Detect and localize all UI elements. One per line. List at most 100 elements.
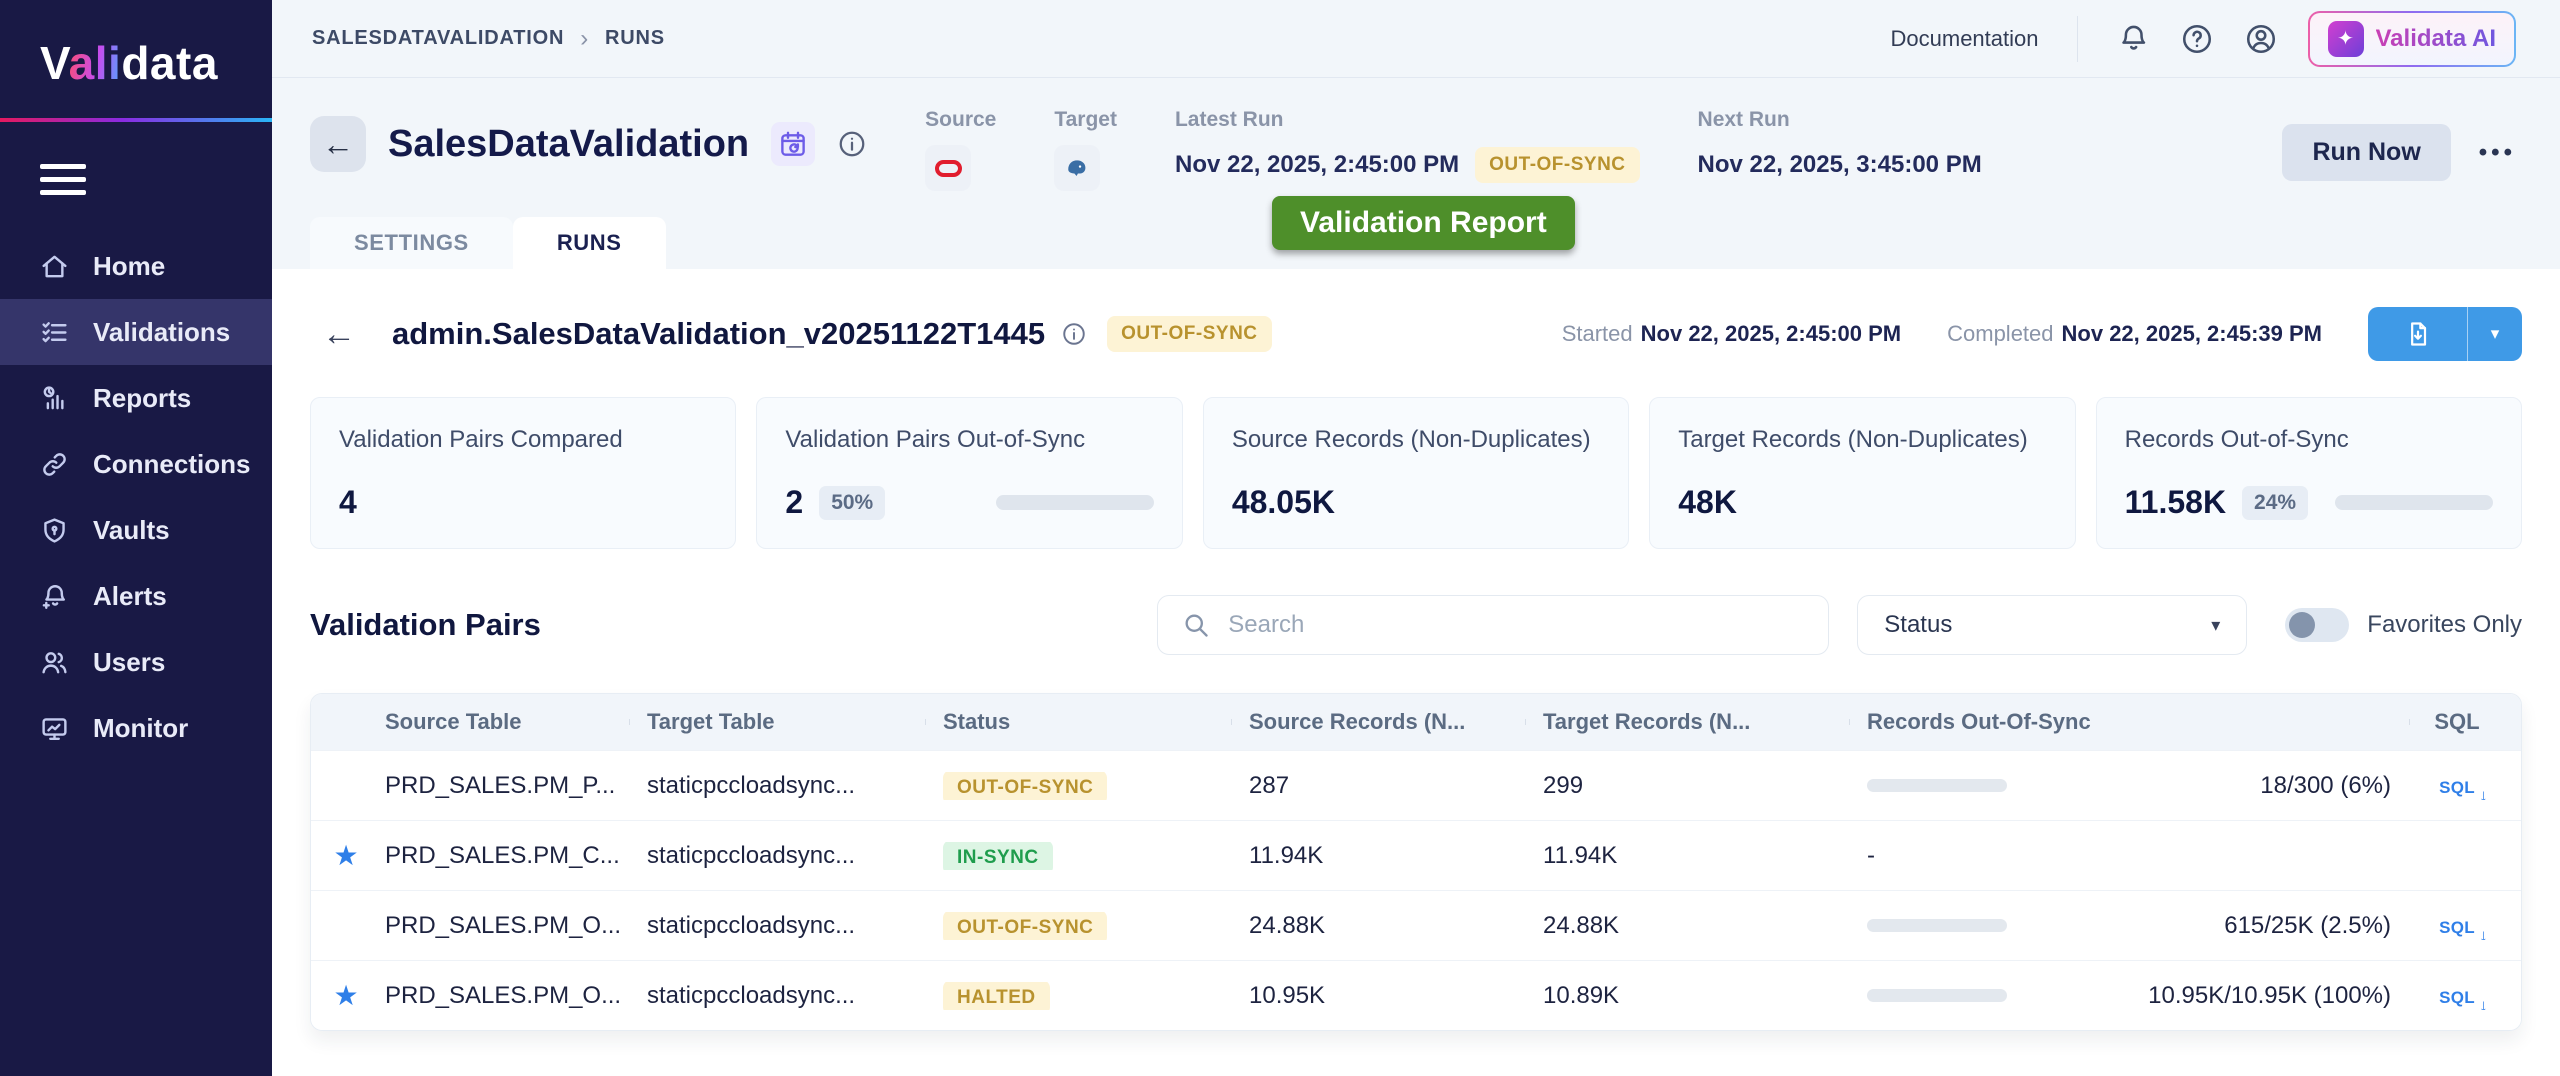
section-title: Validation Pairs [310, 607, 541, 642]
run-now-button[interactable]: Run Now [2282, 124, 2451, 181]
next-run-value: Nov 22, 2025, 3:45:00 PM [1697, 151, 1982, 178]
back-arrow-icon: ← [322, 125, 354, 162]
run-header: ← admin.SalesDataValidation_v20251122T14… [310, 269, 2522, 361]
target-table-cell: staticpccloadsync... [647, 771, 856, 799]
source-table-cell: PRD_SALES.PM_P... [385, 771, 616, 799]
latest-run-meta: Latest Run Nov 22, 2025, 2:45:00 PM OUT-… [1175, 108, 1640, 183]
next-run-label: Next Run [1697, 108, 1790, 131]
sidebar-item-vaults[interactable]: Vaults [0, 497, 272, 563]
file-download-icon[interactable] [2368, 307, 2468, 361]
chevron-right-icon: › [580, 24, 590, 52]
sidebar-item-label: Connections [93, 448, 251, 479]
chevron-down-icon: ▾ [2211, 614, 2221, 635]
tab-runs[interactable]: RUNS [512, 217, 666, 269]
connections-icon [43, 452, 66, 476]
sidebar-item-home[interactable]: Home [0, 233, 272, 299]
sidebar-nav: Home Validations Reports Connections Vau… [0, 233, 272, 761]
help-icon[interactable] [2180, 22, 2214, 56]
sql-download-icon[interactable]: SQL ↓ [2439, 917, 2488, 940]
logo-suffix: data [121, 37, 218, 89]
vaults-icon [44, 517, 65, 543]
postgres-target-icon[interactable] [1054, 145, 1101, 191]
search-box[interactable] [1157, 595, 1830, 655]
stat-card-pairs-out-of-sync: Validation Pairs Out-of-Sync 2 50% [756, 397, 1183, 549]
schedule-calendar-icon[interactable] [771, 122, 816, 166]
status-badge: IN-SYNC [943, 841, 1053, 870]
col-source-records[interactable]: Source Records (N... [1231, 709, 1525, 735]
sidebar-item-label: Vaults [93, 514, 170, 545]
out-of-sync-progress-bar [1867, 989, 2007, 1002]
monitor-icon [42, 717, 67, 740]
favorite-star-icon[interactable]: ★ [333, 840, 359, 871]
sidebar-item-monitor[interactable]: Monitor [0, 695, 272, 761]
stat-card-records-out-of-sync: Records Out-of-Sync 11.58K 24% [2095, 397, 2523, 549]
account-icon[interactable] [2244, 22, 2278, 56]
records-out-of-sync-cell: 18/300 (6%) [1849, 772, 2409, 800]
favorites-only-toggle[interactable] [2285, 608, 2350, 642]
source-label: Source [925, 108, 997, 131]
percent-pill: 50% [819, 485, 886, 520]
oracle-source-icon[interactable] [925, 145, 972, 191]
latest-run-label: Latest Run [1174, 108, 1284, 131]
breadcrumb-item-validation[interactable]: SALESDATAVALIDATION [312, 27, 565, 49]
users-icon [42, 651, 67, 673]
sql-download-icon[interactable]: SQL ↓ [2439, 987, 2488, 1010]
col-target-table[interactable]: Target Table [629, 709, 925, 735]
out-of-sync-progress-bar [1867, 919, 2007, 932]
run-info-icon[interactable] [1061, 321, 1087, 347]
runs-panel: ← admin.SalesDataValidation_v20251122T14… [272, 269, 2560, 1076]
more-options-icon[interactable]: ••• [2478, 138, 2516, 166]
favorite-star-icon[interactable]: ★ [333, 980, 359, 1011]
back-button[interactable]: ← [310, 116, 366, 172]
target-meta: Target [1054, 108, 1117, 191]
latest-run-value: Nov 22, 2025, 2:45:00 PM [1174, 151, 1460, 178]
validation-report-annotation: Validation Report [1272, 196, 1575, 250]
hamburger-menu-icon[interactable] [40, 164, 88, 195]
next-run-meta: Next Run Nov 22, 2025, 3:45:00 PM [1698, 108, 1982, 179]
home-icon [42, 255, 67, 277]
status-filter-dropdown[interactable]: Status ▾ [1857, 595, 2248, 655]
sidebar-item-validations[interactable]: Validations [0, 299, 272, 365]
percent-pill: 24% [2242, 485, 2309, 520]
target-table-cell: staticpccloadsync... [647, 981, 856, 1009]
sql-download-icon[interactable]: SQL ↓ [2439, 777, 2488, 800]
records-out-of-sync-cell: - [1867, 841, 1875, 869]
validation-pairs-table: Source Table Target Table Status Source … [310, 693, 2522, 1031]
target-table-cell: staticpccloadsync... [647, 911, 856, 939]
sidebar-item-label: Users [93, 646, 166, 677]
col-target-records[interactable]: Target Records (N... [1525, 709, 1849, 735]
col-sql[interactable]: SQL [2409, 709, 2505, 735]
run-header-right: Started Nov 22, 2025, 2:45:00 PM Complete… [1562, 307, 2522, 361]
target-label: Target [1054, 108, 1117, 131]
notifications-bell-icon[interactable] [2116, 22, 2150, 56]
sidebar-item-label: Monitor [93, 712, 189, 743]
col-status[interactable]: Status [925, 709, 1231, 735]
validata-ai-button[interactable]: ✦ Validata AI [2308, 11, 2517, 67]
table-header: Source Table Target Table Status Source … [311, 694, 2521, 750]
source-meta: Source [925, 108, 996, 191]
table-row[interactable]: ★ PRD_SALES.PM_P... staticpccloadsync...… [311, 750, 2521, 820]
sidebar-item-label: Validations [93, 316, 231, 347]
export-dropdown-caret-icon[interactable]: ▾ [2490, 324, 2500, 343]
sidebar-item-connections[interactable]: Connections [0, 431, 272, 497]
page-header-left: ← SalesDataValidation [310, 116, 867, 172]
breadcrumb-item-runs[interactable]: RUNS [605, 27, 665, 49]
sidebar-item-reports[interactable]: Reports [0, 365, 272, 431]
logo-accent: ali [68, 37, 122, 89]
export-report-split-button[interactable]: ▾ [2368, 307, 2522, 361]
source-records-cell: 24.88K [1249, 911, 1326, 939]
run-back-arrow[interactable]: ← [322, 314, 356, 353]
table-row[interactable]: ★ PRD_SALES.PM_O... staticpccloadsync...… [311, 960, 2521, 1030]
stat-card-pairs-compared: Validation Pairs Compared 4 [310, 397, 737, 549]
table-row[interactable]: ★ PRD_SALES.PM_O... staticpccloadsync...… [311, 890, 2521, 960]
tab-settings[interactable]: SETTINGS [310, 217, 513, 269]
search-input[interactable] [1228, 611, 1805, 639]
info-icon[interactable] [837, 129, 867, 159]
table-row[interactable]: ★ PRD_SALES.PM_C... staticpccloadsync...… [311, 820, 2521, 890]
sidebar-item-alerts[interactable]: Alerts [0, 563, 272, 629]
col-source-table[interactable]: Source Table [385, 709, 522, 734]
documentation-link[interactable]: Documentation [1890, 25, 2039, 51]
sidebar-item-users[interactable]: Users [0, 629, 272, 695]
col-records-out-of-sync[interactable]: Records Out-Of-Sync [1849, 709, 2409, 735]
